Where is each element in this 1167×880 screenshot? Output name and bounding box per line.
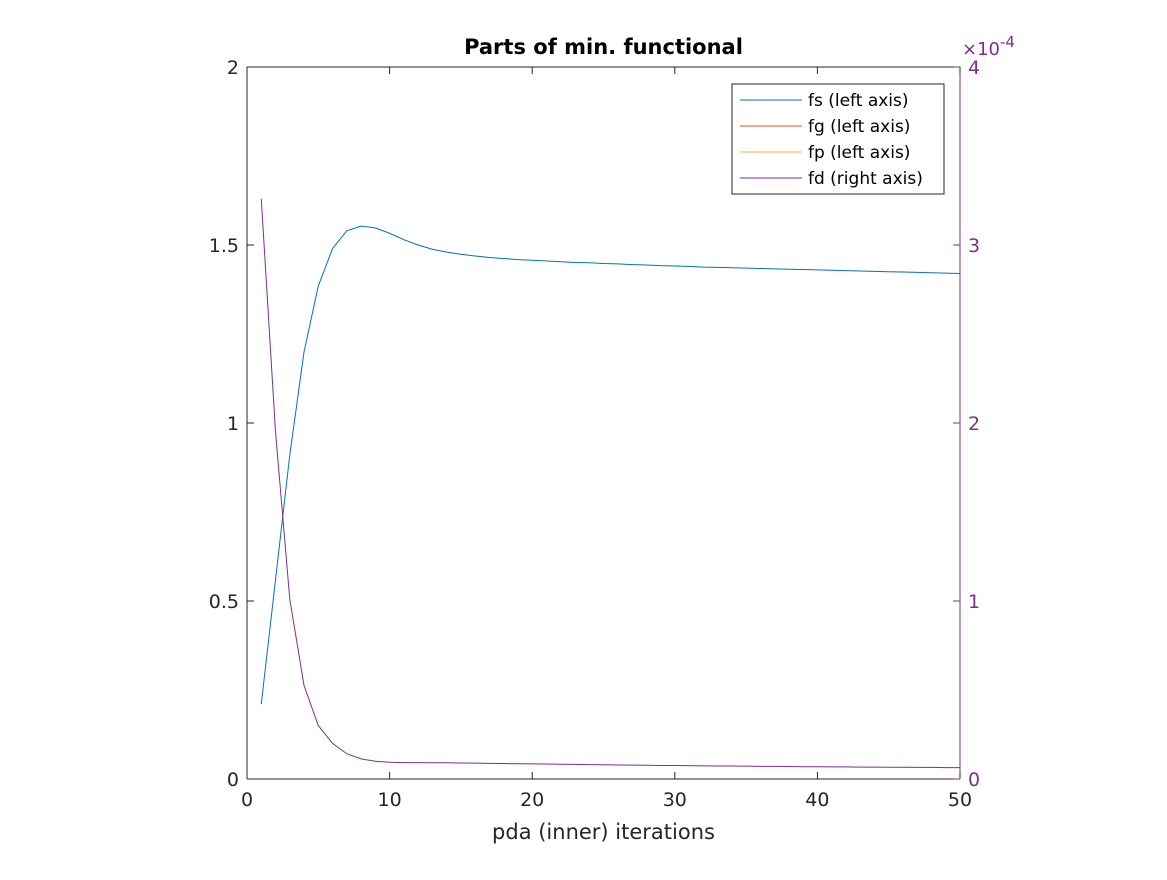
y-tick-label: 1 [227, 413, 239, 435]
x-tick-label: 50 [948, 789, 972, 811]
x-tick-label: 40 [805, 789, 829, 811]
x-axis-label: pda (inner) iterations [492, 820, 715, 844]
y2-tick-label: 2 [968, 413, 980, 435]
series-line-fs [260, 225, 961, 705]
x-tick-label: 0 [241, 789, 253, 811]
y2-tick-label: 3 [968, 235, 980, 257]
chart-title: Parts of min. functional [464, 35, 743, 59]
x-tick-label: 30 [663, 789, 687, 811]
y-tick-label: 0.5 [209, 591, 239, 613]
y-tick-label: 1.5 [209, 235, 239, 257]
y-tick-label: 0 [227, 769, 239, 791]
right-axis-exponent: ×10-4 [962, 33, 1015, 60]
legend-label: fs (left axis) [808, 91, 909, 111]
right-axis-exponent-base: ×10 [962, 39, 1000, 60]
y2-tick-label: 1 [968, 591, 980, 613]
x-tick-label: 20 [520, 789, 544, 811]
y2-tick-label: 4 [968, 57, 980, 79]
legend-label: fd (right axis) [808, 169, 923, 189]
legend-label: fp (left axis) [808, 143, 910, 163]
x-tick-label: 10 [378, 789, 402, 811]
series-line-fd [260, 198, 960, 769]
legend-box [731, 83, 945, 195]
right-axis-exponent-power: -4 [1000, 33, 1015, 51]
y-tick-label: 2 [227, 57, 239, 79]
legend: fs (left axis) fg (left axis) fp (left axi… [731, 83, 945, 195]
legend-label: fg (left axis) [808, 117, 910, 137]
y2-tick-label: 0 [968, 769, 980, 791]
